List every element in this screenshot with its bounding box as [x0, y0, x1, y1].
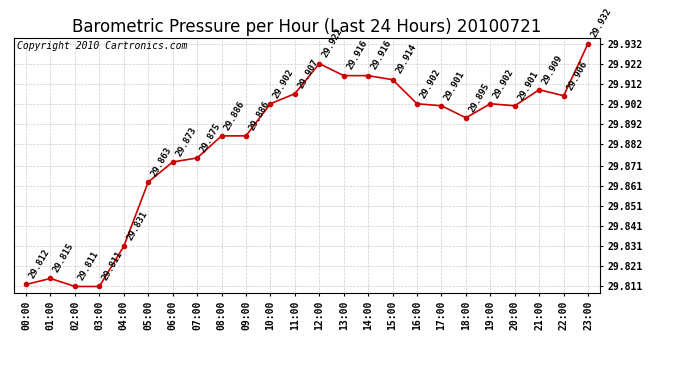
- Text: 29.909: 29.909: [540, 53, 564, 86]
- Text: 29.914: 29.914: [394, 43, 418, 75]
- Text: 29.932: 29.932: [589, 7, 613, 39]
- Text: 29.902: 29.902: [272, 67, 296, 100]
- Title: Barometric Pressure per Hour (Last 24 Hours) 20100721: Barometric Pressure per Hour (Last 24 Ho…: [72, 18, 542, 36]
- Text: 29.812: 29.812: [28, 248, 51, 280]
- Text: 29.875: 29.875: [199, 122, 222, 154]
- Text: 29.863: 29.863: [150, 146, 173, 178]
- Text: 29.815: 29.815: [52, 242, 76, 274]
- Text: 29.811: 29.811: [77, 250, 100, 282]
- Text: 29.902: 29.902: [418, 67, 442, 100]
- Text: 29.907: 29.907: [296, 57, 320, 90]
- Text: 29.901: 29.901: [516, 69, 540, 102]
- Text: 29.902: 29.902: [492, 67, 515, 100]
- Text: 29.886: 29.886: [223, 99, 247, 132]
- Text: 29.922: 29.922: [321, 27, 344, 59]
- Text: Copyright 2010 Cartronics.com: Copyright 2010 Cartronics.com: [17, 41, 187, 51]
- Text: 29.916: 29.916: [370, 39, 393, 72]
- Text: 29.906: 29.906: [565, 59, 589, 92]
- Text: 29.916: 29.916: [345, 39, 369, 72]
- Text: 29.901: 29.901: [443, 69, 466, 102]
- Text: 29.873: 29.873: [174, 125, 198, 158]
- Text: 29.895: 29.895: [467, 81, 491, 114]
- Text: 29.831: 29.831: [125, 210, 149, 242]
- Text: 29.886: 29.886: [247, 99, 271, 132]
- Text: 29.811: 29.811: [101, 250, 125, 282]
